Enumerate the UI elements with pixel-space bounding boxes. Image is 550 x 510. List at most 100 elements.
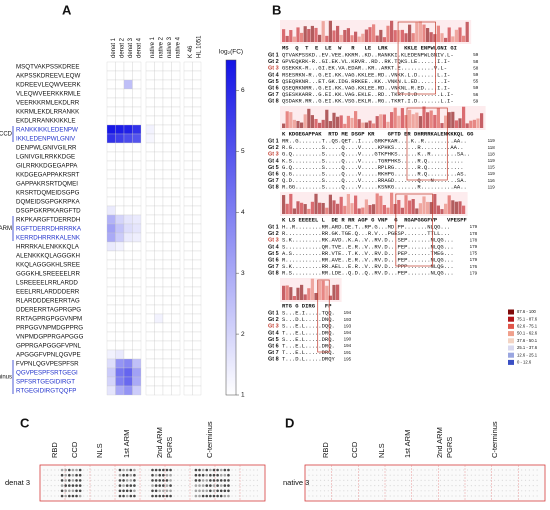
logo-bar (447, 112, 451, 128)
blot-dot (47, 474, 49, 476)
heatmap-cell (162, 286, 172, 297)
heatmap-cell (171, 295, 181, 306)
blot-dot (316, 495, 318, 497)
blot-dot (486, 474, 488, 476)
panel-label: D (285, 415, 294, 430)
blot-dot (339, 469, 341, 471)
blot-dot (104, 490, 107, 492)
blot-dot (497, 479, 500, 481)
blot-dot (83, 474, 85, 476)
blot-dot (347, 490, 349, 492)
heatmap-cell (154, 322, 164, 333)
heatmap-cell (145, 106, 155, 117)
blot-dot (393, 495, 395, 497)
blot-strip (304, 464, 546, 502)
panel-label: A (62, 2, 72, 17)
blot-dot (129, 468, 133, 472)
peptide-label: KRSRTDQMEIDSGPG (16, 190, 80, 197)
blot-dot (466, 469, 469, 471)
heatmap-cell (183, 259, 193, 270)
blot-dot (223, 484, 227, 487)
blot-dot (154, 468, 158, 472)
heatmap-cell (154, 106, 164, 117)
peptide-label: DDERERRTAGPRGPG (16, 307, 81, 314)
blot-dot (90, 474, 92, 476)
heatmap-cell (171, 286, 181, 297)
blot-dot (212, 494, 216, 498)
blot-dot (463, 495, 465, 497)
heatmap-cell (132, 187, 142, 198)
region-label: 1st ARM (403, 430, 412, 458)
blot-dot (470, 485, 472, 487)
heatmap-cell (154, 187, 164, 198)
logo-bar (325, 207, 329, 214)
blot-dot (339, 474, 341, 476)
blot-dot (188, 495, 190, 497)
logo-bar (415, 112, 419, 128)
blot-dot (68, 494, 71, 498)
heatmap-cell (132, 259, 142, 270)
heatmap-cell (145, 250, 155, 261)
blot-dot (216, 484, 219, 487)
peptide-label: PRPGGVNPMDGPPRG (16, 325, 83, 332)
blot-dot (219, 473, 223, 477)
blot-dot (219, 489, 223, 493)
blot-dot (316, 474, 318, 476)
blot-dot (393, 490, 395, 492)
sequence: T...E.L.....DRQ. (282, 329, 335, 336)
peptide-label: GGGKHLSREEEELRR (16, 271, 80, 278)
blot-dot (451, 485, 453, 487)
region-box (397, 21, 436, 95)
blot-dot (115, 490, 117, 492)
blot-dot (401, 479, 403, 481)
position: 179 (470, 257, 478, 262)
logo-bar (422, 196, 426, 214)
heatmap-cell (154, 367, 164, 378)
heatmap-cell (145, 169, 155, 180)
blot-dot (408, 474, 411, 476)
heatmap-cell (132, 88, 142, 99)
heatmap-cell (171, 133, 181, 144)
blot-dot (432, 490, 434, 492)
logo-bar (350, 203, 354, 214)
logo-bar (372, 123, 376, 128)
blot-dot (129, 479, 133, 482)
blot-dot (455, 479, 457, 481)
blot-dot (327, 490, 329, 492)
blot-dot (350, 490, 353, 492)
blot-dot (354, 469, 356, 471)
blot-dot (343, 490, 345, 492)
logo-bar (282, 195, 286, 214)
blot-dot (71, 473, 75, 477)
blot-dot (401, 474, 403, 476)
genotype-label: Gt 3 (268, 66, 279, 72)
logo-bar (332, 30, 336, 42)
blot-dot (466, 495, 469, 497)
heatmap-cell (171, 340, 181, 351)
blot-dot (78, 494, 82, 498)
logo-bar (328, 295, 332, 300)
heatmap-cell (192, 178, 202, 189)
heatmap-cell (132, 205, 142, 216)
heatmap-cell (183, 97, 193, 108)
blot-dot (158, 473, 162, 477)
heatmap-cell (145, 349, 155, 360)
blot-dot (60, 489, 64, 493)
blot-dot (60, 479, 64, 482)
position: 191 (344, 350, 352, 355)
blot-dot (154, 473, 158, 477)
heatmap-cell (162, 376, 172, 387)
heatmap-cell (106, 160, 116, 171)
blot-dot (238, 479, 240, 481)
heatmap-cell (162, 214, 172, 225)
heatmap-cell (192, 115, 202, 126)
heatmap-cell (123, 385, 133, 396)
blot-dot (231, 485, 233, 487)
heatmap-cell (154, 169, 164, 180)
logo-highlight (280, 106, 486, 130)
logo-bar (361, 207, 365, 214)
logo-bar (325, 109, 329, 128)
blot-dot (490, 485, 492, 487)
blot-dot (474, 485, 476, 487)
heatmap-cell (115, 97, 125, 108)
